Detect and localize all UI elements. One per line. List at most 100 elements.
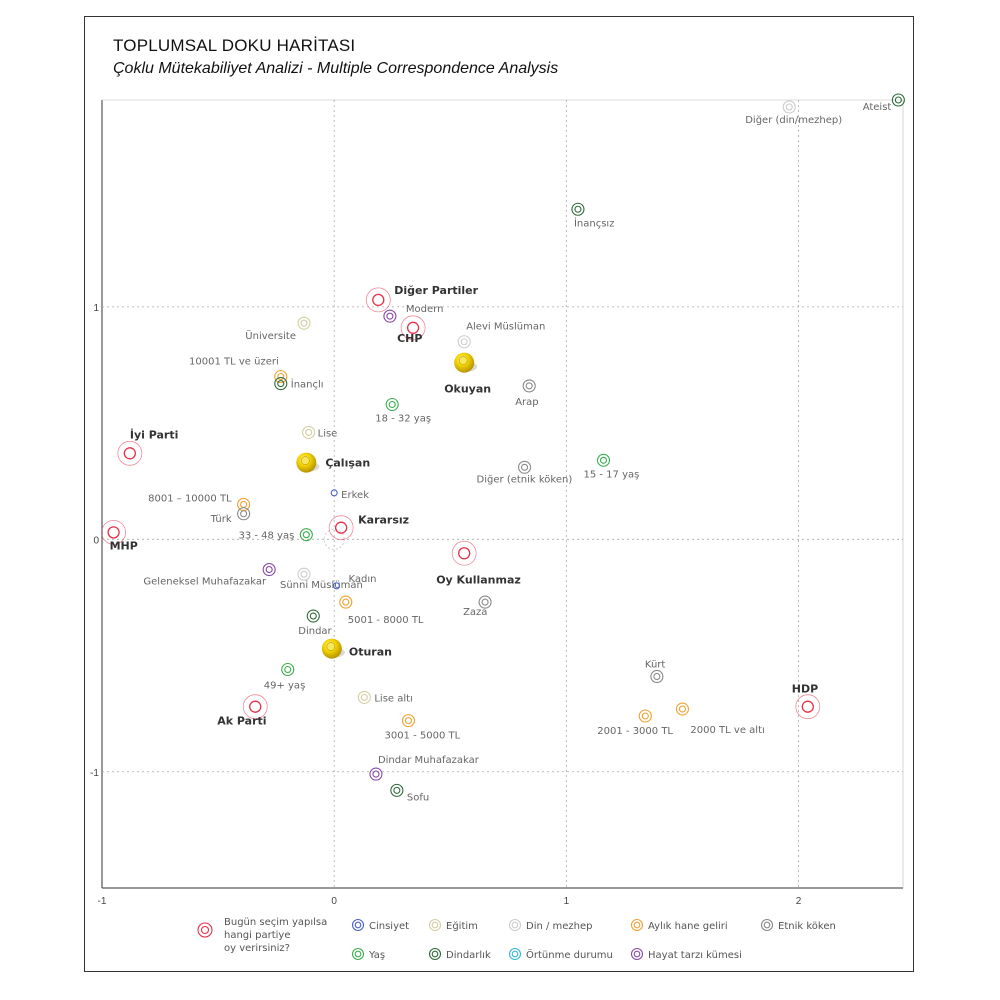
point-15-17-yaş	[596, 453, 611, 467]
legend-icon-inner	[511, 921, 519, 929]
point-inner	[785, 103, 793, 111]
legend-icon-inner	[431, 950, 439, 958]
chart-subtitle: Çoklu Mütekabiliyet Analizi - Multiple C…	[113, 60, 559, 77]
point-label: Modern	[406, 304, 444, 315]
legend-label: Dindarlık	[446, 950, 491, 961]
point-geleneksel-muhafazakar	[262, 562, 276, 577]
legend-icon-din	[508, 918, 522, 932]
point-inner	[641, 712, 649, 720]
point-inner	[458, 547, 471, 560]
point-inner	[460, 338, 468, 346]
point-label: 33 - 48 yaş	[238, 531, 294, 542]
point-label: Kararsız	[358, 514, 409, 527]
x-tick-label: 0	[331, 896, 337, 907]
point-inner	[309, 612, 317, 620]
point-2001-3000-tl	[638, 709, 652, 723]
point-lise-altı	[357, 690, 371, 704]
point-inner	[388, 400, 396, 409]
point-inner	[521, 463, 529, 471]
legend-icon-inner	[354, 950, 362, 958]
point-label: Oy Kullanmaz	[436, 573, 521, 586]
point-inner	[302, 531, 310, 539]
point-inner	[334, 521, 348, 534]
legend-icon-etnik	[760, 918, 774, 932]
point-mhp	[101, 519, 127, 545]
point-18-32-yaş	[385, 397, 399, 412]
chart-title: TOPLUMSAL DOKU HARİTASI	[113, 36, 356, 55]
point-sofu	[390, 783, 404, 797]
point-core	[326, 642, 336, 651]
point-inner	[406, 321, 420, 334]
point-label: Zaza	[463, 607, 487, 618]
point-chp	[400, 315, 426, 341]
point-inner	[404, 717, 413, 725]
point-inner	[123, 447, 137, 460]
point-label: Dindar	[298, 626, 332, 637]
point-kadın	[332, 582, 341, 590]
point-modern	[383, 309, 397, 323]
point-inner	[284, 665, 292, 674]
point-label: Sofu	[407, 792, 429, 803]
legend-icon-inner	[431, 921, 439, 929]
point-label: Üniversite	[245, 329, 296, 342]
legend-label: oy verirsiniz?	[224, 943, 290, 954]
point-dindar-muhafazakar	[369, 767, 383, 781]
point-label: 2000 TL ve altı	[690, 725, 764, 736]
legend-icon-inner	[511, 950, 519, 958]
point-label: MHP	[110, 539, 138, 552]
point-label: 3001 - 5000 TL	[384, 731, 460, 742]
point-label: 49+ yaş	[264, 680, 306, 691]
point-i-nançlı	[274, 377, 288, 391]
legend-icon-yas	[351, 947, 365, 961]
point-alevi-müslüman	[457, 335, 471, 349]
point-label: 8001 – 10000 TL	[148, 493, 232, 504]
point-hdp	[795, 694, 821, 720]
x-tick-label: 1	[564, 896, 570, 907]
point-5001-8000-tl	[339, 595, 353, 609]
y-tick-label: 0	[93, 535, 99, 546]
point-inner	[277, 380, 285, 388]
point-inner	[574, 205, 582, 213]
point-oy-kullanmaz	[451, 540, 477, 566]
point-diğer-partiler	[365, 287, 391, 313]
point-inner	[305, 428, 313, 436]
point-label: Erkek	[341, 490, 369, 501]
point-8001-10000-tl	[237, 497, 251, 512]
point-inner	[481, 598, 489, 606]
point-dindar	[306, 609, 320, 623]
point-3001-5000-tl	[401, 714, 416, 728]
point-label: 10001 TL ve üzeri	[189, 357, 279, 368]
point-ak-parti	[242, 694, 268, 720]
point-inner	[277, 373, 285, 381]
point-inner	[894, 96, 902, 104]
legend-icon-hayat	[630, 947, 644, 961]
legend-label: Yaş	[368, 950, 385, 961]
point-inner	[372, 293, 385, 307]
point-inner	[360, 693, 368, 701]
point-label: İyi Parti	[130, 427, 179, 441]
point-label: Okuyan	[444, 383, 491, 396]
chart-frame	[84, 16, 914, 972]
point-label: Çalışan	[325, 457, 370, 470]
point-inner	[240, 500, 248, 509]
x-tick-label: -1	[98, 896, 107, 907]
point-inner	[107, 526, 120, 539]
x-tick-label: 2	[796, 896, 802, 907]
point-zaza	[478, 595, 492, 609]
point-inner	[372, 770, 380, 778]
point-label: 5001 - 8000 TL	[348, 615, 424, 626]
point-inner	[525, 382, 533, 390]
point-ateist	[891, 93, 905, 107]
point-49-yaş	[281, 662, 295, 677]
point-label: Kürt	[645, 659, 666, 670]
legend-icon-inner	[200, 925, 210, 935]
point-label: Ateist	[863, 102, 892, 113]
point-label: Oturan	[349, 646, 392, 659]
point-label: Alevi Müslüman	[466, 322, 545, 333]
legend-label: Etnik köken	[778, 921, 836, 932]
point-label: 2001 - 3000 TL	[597, 726, 673, 737]
legend-label: Din / mezhep	[526, 921, 593, 932]
point-label: Arap	[515, 397, 538, 408]
legend-label: Aylık hane geliri	[648, 921, 728, 932]
